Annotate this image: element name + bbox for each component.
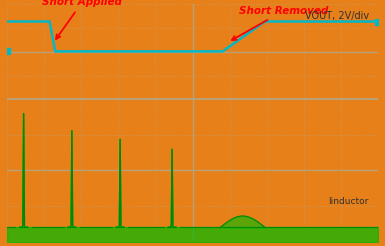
Polygon shape: [68, 131, 76, 227]
Polygon shape: [20, 113, 28, 227]
Polygon shape: [116, 139, 124, 227]
Text: Iinductor: Iinductor: [328, 197, 369, 206]
Text: Short Removed: Short Removed: [232, 6, 328, 40]
Text: VOUT, 2V/div: VOUT, 2V/div: [305, 11, 369, 21]
Polygon shape: [168, 149, 176, 227]
Text: Short Applied: Short Applied: [42, 0, 122, 39]
